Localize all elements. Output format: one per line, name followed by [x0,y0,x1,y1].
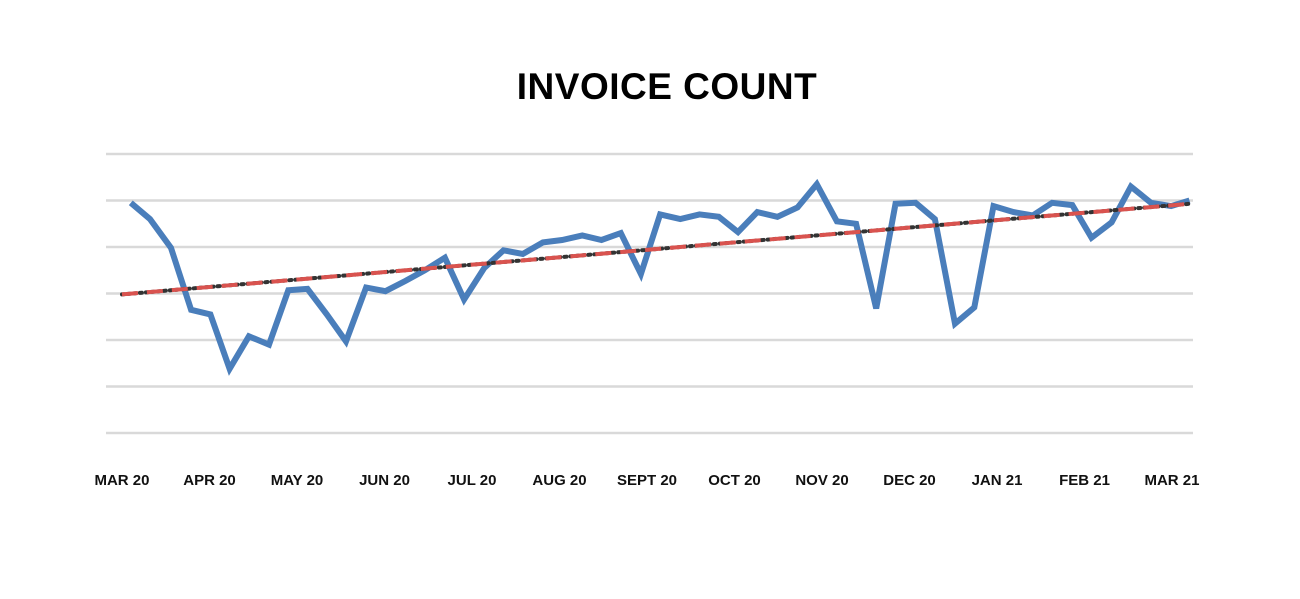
x-tick-label: MAR 21 [1144,472,1199,489]
x-axis-tick-labels: MAR 20 APR 20 MAY 20 JUN 20 JUL 20 AUG 20 SEPT… [94,472,1199,489]
x-tick-label: MAY 20 [271,472,324,489]
x-tick-label: JUN 20 [359,472,410,489]
x-tick-label: NOV 20 [795,472,848,489]
x-tick-label: FEB 21 [1059,472,1110,489]
x-tick-label: DEC 20 [883,472,936,489]
x-tick-label: MAR 20 [94,472,149,489]
trendline [121,201,1190,297]
chart-title: INVOICE COUNT [516,66,818,107]
x-tick-label: SEPT 20 [617,472,677,489]
x-tick-label: APR 20 [183,472,236,489]
x-tick-label: JAN 21 [972,472,1023,489]
gridlines [106,152,1193,435]
series-lines [120,178,1192,376]
x-tick-label: OCT 20 [708,472,761,489]
x-tick-label: AUG 20 [532,472,586,489]
x-tick-label: JUL 20 [448,472,497,489]
